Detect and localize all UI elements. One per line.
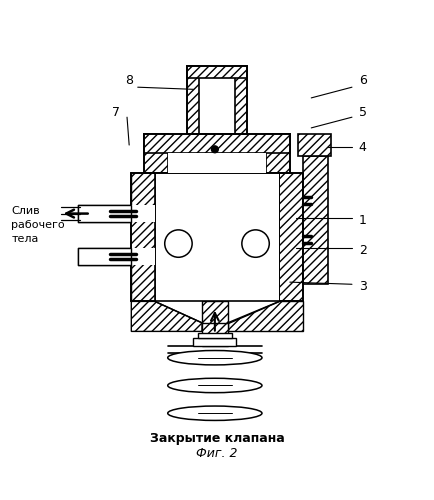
Polygon shape [187,66,247,78]
Text: Закрытие клапана: Закрытие клапана [150,432,284,445]
Text: 1: 1 [359,214,367,226]
Bar [78,205,132,222]
Text: 2: 2 [359,244,367,256]
Bar [78,248,132,265]
Text: 3: 3 [359,280,367,293]
Ellipse shape [168,350,262,365]
Polygon shape [144,134,290,153]
Bar [299,134,331,156]
Bar [168,153,266,173]
Polygon shape [279,173,302,302]
Polygon shape [228,302,302,332]
Text: Фиг. 2: Фиг. 2 [196,447,238,460]
Text: рабочего: рабочего [11,220,65,230]
Text: 8: 8 [125,74,133,88]
Text: 7: 7 [112,106,120,120]
Text: 6: 6 [359,74,367,88]
Text: 4: 4 [359,140,367,153]
Bar [132,205,155,222]
Ellipse shape [168,406,262,420]
Bar [132,248,155,265]
Bar [198,332,232,338]
Circle shape [211,146,218,152]
Polygon shape [202,302,228,346]
Text: Слив: Слив [11,206,40,216]
Bar [194,338,236,346]
Polygon shape [266,134,290,173]
Text: 5: 5 [358,106,367,120]
Polygon shape [187,66,199,134]
Polygon shape [235,66,247,134]
Polygon shape [302,156,329,284]
Polygon shape [132,302,202,332]
Ellipse shape [168,378,262,392]
Polygon shape [144,134,168,173]
Polygon shape [132,173,155,302]
Text: тела: тела [11,234,39,244]
Bar [155,173,279,302]
